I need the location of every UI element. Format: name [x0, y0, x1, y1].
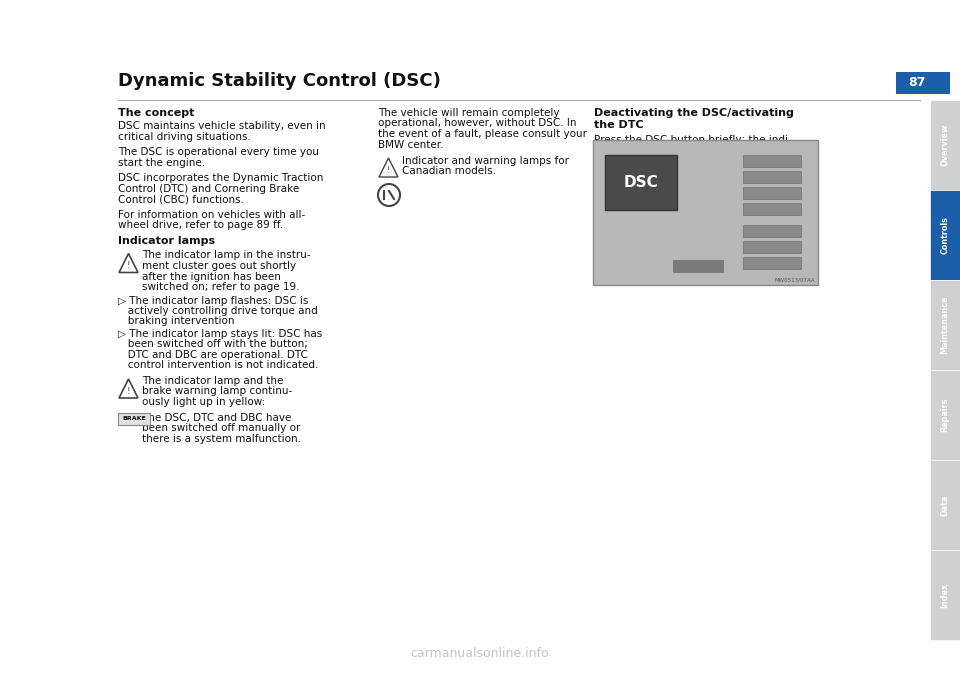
Bar — [930, 280, 960, 370]
Text: start the engine.: start the engine. — [118, 157, 205, 167]
Text: Maintenance: Maintenance — [941, 296, 949, 354]
Bar — [743, 187, 801, 199]
Text: the DTC: the DTC — [594, 120, 643, 130]
Bar — [930, 190, 960, 280]
Text: The concept: The concept — [118, 108, 194, 118]
Text: Indicator lamps: Indicator lamps — [118, 237, 215, 247]
Text: Index: Index — [941, 582, 949, 607]
Text: been switched off manually or: been switched off manually or — [142, 423, 300, 433]
Bar — [743, 225, 801, 237]
Text: DSC is deactivated; DTC is operational.: DSC is deactivated; DTC is operational. — [594, 161, 799, 171]
Bar — [743, 155, 801, 167]
Text: operational, however, without DSC. In: operational, however, without DSC. In — [378, 119, 577, 129]
Text: brief period:: brief period: — [594, 197, 659, 207]
Text: Repairs: Repairs — [941, 398, 949, 432]
Text: ▷ When driving with snow chains.: ▷ When driving with snow chains. — [594, 276, 771, 286]
Text: In the following rare situations, it may: In the following rare situations, it may — [594, 176, 793, 186]
Text: the event of a fault, please consult your: the event of a fault, please consult you… — [378, 129, 587, 139]
Text: switched on; refer to page 19.: switched on; refer to page 19. — [142, 282, 300, 292]
Bar — [743, 203, 801, 215]
Text: DSC incorporates the Dynamic Traction: DSC incorporates the Dynamic Traction — [118, 173, 324, 183]
Text: brake warning lamp continu-: brake warning lamp continu- — [142, 386, 292, 397]
Text: covered surface that has been: covered surface that has been — [594, 255, 763, 265]
Text: Controls: Controls — [941, 216, 949, 254]
Text: Control (DTC) and Cornering Brake: Control (DTC) and Cornering Brake — [118, 184, 300, 193]
Bar — [930, 460, 960, 550]
Text: The indicator lamp in the instru-: The indicator lamp in the instru- — [142, 250, 311, 260]
Text: !: ! — [127, 387, 131, 396]
Text: ment cluster goes out shortly: ment cluster goes out shortly — [142, 261, 296, 271]
Text: For information on vehicles with all-: For information on vehicles with all- — [118, 210, 305, 220]
Text: ▷ When driving on snow-covered: ▷ When driving on snow-covered — [594, 234, 767, 244]
Text: grades, in deep snow, or on a snow-: grades, in deep snow, or on a snow- — [594, 245, 793, 254]
Text: carmanualsonline.info: carmanualsonline.info — [411, 647, 549, 660]
Bar — [743, 257, 801, 269]
Text: The DSC, DTC and DBC have: The DSC, DTC and DBC have — [142, 412, 292, 422]
Text: Dynamic Stability Control (DSC): Dynamic Stability Control (DSC) — [118, 72, 441, 90]
Text: !: ! — [127, 261, 131, 271]
Text: ▷ The indicator lamp flashes: DSC is: ▷ The indicator lamp flashes: DSC is — [118, 296, 308, 306]
Text: packed down from being driven on: packed down from being driven on — [594, 266, 785, 275]
Text: wheel drive, refer to page 89 ff.: wheel drive, refer to page 89 ff. — [118, 220, 283, 230]
Text: ously light up in yellow:: ously light up in yellow: — [142, 397, 265, 407]
Text: Overview: Overview — [941, 124, 949, 166]
Text: DTC and DBC are operational. DTC: DTC and DBC are operational. DTC — [118, 350, 308, 360]
Text: Indicator and warning lamps for: Indicator and warning lamps for — [402, 156, 569, 166]
Text: prove useful to activate the DTC for a: prove useful to activate the DTC for a — [594, 187, 790, 197]
Text: BMW center.: BMW center. — [378, 140, 444, 150]
Text: been switched off with the button;: been switched off with the button; — [118, 340, 308, 349]
Text: after the ignition has been: after the ignition has been — [142, 271, 281, 281]
Text: braking intervention: braking intervention — [118, 317, 234, 327]
Bar — [605, 155, 677, 210]
Text: cator lamp comes on and stays on.: cator lamp comes on and stays on. — [594, 146, 778, 155]
Text: The indicator lamp and the: The indicator lamp and the — [142, 376, 283, 386]
Bar — [743, 241, 801, 253]
Text: there is a system malfunction.: there is a system malfunction. — [142, 433, 301, 443]
Bar — [118, 412, 150, 424]
Bar — [593, 140, 818, 285]
Text: off in deep snow or on loose surfaces: off in deep snow or on loose surfaces — [594, 224, 799, 233]
Text: ▷ The indicator lamp stays lit: DSC has: ▷ The indicator lamp stays lit: DSC has — [118, 329, 323, 339]
Text: Control (CBC) functions.: Control (CBC) functions. — [118, 194, 244, 204]
Text: DSC: DSC — [624, 175, 659, 190]
Text: control intervention is not indicated.: control intervention is not indicated. — [118, 361, 319, 370]
Text: BRAKE: BRAKE — [122, 416, 146, 421]
Text: The vehicle will remain completely: The vehicle will remain completely — [378, 108, 560, 118]
Text: Canadian models.: Canadian models. — [402, 167, 496, 176]
Text: actively controlling drive torque and: actively controlling drive torque and — [118, 306, 318, 316]
Bar — [930, 550, 960, 640]
Text: 87: 87 — [908, 77, 925, 89]
Text: Data: Data — [941, 494, 949, 516]
Text: !: ! — [387, 166, 390, 175]
Text: The DSC is operational every time you: The DSC is operational every time you — [118, 147, 319, 157]
Bar — [930, 100, 960, 190]
Bar — [896, 72, 950, 94]
Bar — [930, 370, 960, 460]
Text: DSC maintains vehicle stability, even in: DSC maintains vehicle stability, even in — [118, 121, 325, 131]
Bar — [673, 260, 723, 272]
Text: Deactivating the DSC/activating: Deactivating the DSC/activating — [594, 108, 794, 118]
Bar — [743, 171, 801, 183]
Text: critical driving situations.: critical driving situations. — [118, 132, 251, 142]
Text: MW0513/07AA: MW0513/07AA — [775, 277, 815, 282]
Text: ▷ When rocking the vehicle or starting: ▷ When rocking the vehicle or starting — [594, 213, 796, 223]
Text: Press the DSC button briefly; the indi-: Press the DSC button briefly; the indi- — [594, 135, 792, 145]
